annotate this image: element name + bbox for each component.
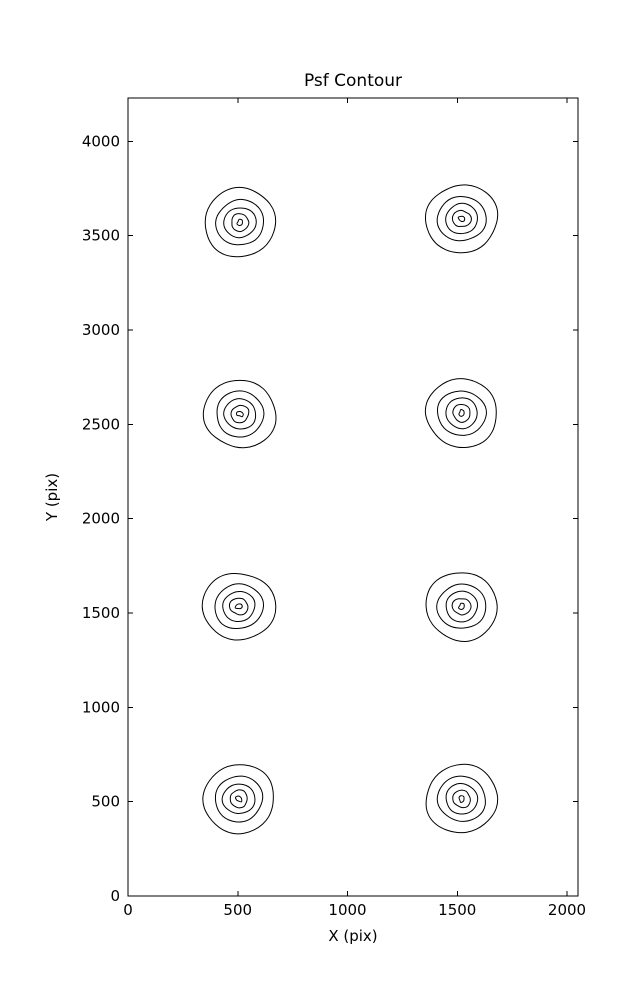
y-tick-label: 4000 (82, 132, 120, 150)
psf-contour-group (202, 764, 274, 835)
psf-contour-group (424, 184, 499, 254)
x-tick-label: 1000 (328, 901, 366, 919)
contour-level-4 (236, 218, 243, 227)
contour-level-1 (436, 775, 486, 822)
contour-level-3 (230, 404, 250, 424)
contour-level-1 (214, 775, 264, 823)
contour-level-4 (457, 602, 465, 610)
contour-level-1 (436, 583, 487, 629)
y-tick-label: 2000 (82, 510, 120, 528)
contour-level-3 (451, 598, 472, 616)
contour-level-2 (222, 590, 256, 623)
contour-level-2 (445, 397, 478, 430)
y-axis-tick-labels: 0 500 1000 1500 2000 2500 3000 3500 4000 (82, 132, 120, 905)
contour-level-1 (436, 390, 487, 436)
y-axis-ticks (128, 140, 578, 897)
x-tick-label: 500 (223, 901, 252, 919)
psf-contour-group (424, 378, 497, 449)
x-tick-label: 0 (123, 901, 133, 919)
contour-layer (201, 184, 499, 835)
contour-level-0 (204, 186, 277, 258)
y-tick-label: 0 (110, 887, 120, 905)
y-tick-label: 3500 (82, 227, 120, 245)
x-axis-tick-labels: 0 500 1000 1500 2000 (123, 901, 586, 919)
contour-level-1 (215, 198, 265, 246)
x-tick-label: 1500 (438, 901, 476, 919)
plot-title: Psf Contour (304, 71, 402, 91)
y-axis-label: Y (pix) (43, 473, 61, 522)
contour-level-0 (424, 378, 497, 449)
psf-contour-group (201, 573, 277, 641)
psf-contour-group (204, 186, 277, 258)
contour-level-0 (425, 763, 499, 834)
contour-level-2 (223, 207, 257, 239)
contour-level-2 (445, 782, 479, 815)
contour-level-4 (234, 603, 243, 610)
contour-level-4 (457, 215, 466, 222)
y-tick-label: 3000 (82, 321, 120, 339)
contour-level-3 (229, 789, 248, 809)
contour-level-0 (202, 764, 274, 835)
contour-level-3 (452, 404, 471, 423)
contour-level-0 (424, 184, 499, 254)
y-tick-label: 2500 (82, 415, 120, 433)
contour-level-2 (445, 590, 479, 623)
contour-level-4 (236, 411, 244, 418)
y-tick-label: 1000 (82, 698, 120, 716)
contour-level-0 (425, 572, 498, 643)
contour-level-4 (458, 795, 465, 803)
x-axis-label: X (pix) (328, 927, 377, 945)
contour-level-1 (214, 583, 265, 630)
contour-level-3 (231, 213, 250, 233)
contour-level-2 (445, 202, 478, 235)
x-axis-ticks (127, 98, 568, 896)
contour-level-0 (201, 573, 277, 641)
contour-level-1 (436, 196, 487, 242)
contour-level-3 (452, 789, 471, 809)
psf-contour-group (425, 572, 498, 643)
contour-level-4 (458, 408, 465, 417)
contour-level-2 (223, 398, 257, 430)
psf-contour-group (202, 379, 277, 449)
contour-level-0 (202, 379, 277, 449)
x-tick-label: 2000 (548, 901, 586, 919)
axes-frame (127, 97, 579, 897)
contour-level-3 (451, 209, 472, 227)
contour-level-1 (216, 390, 265, 438)
contour-level-4 (234, 795, 243, 803)
psf-contour-group (425, 763, 499, 834)
contour-level-3 (228, 597, 249, 616)
contour-level-2 (221, 783, 256, 814)
y-tick-label: 500 (91, 793, 120, 811)
y-tick-label: 1500 (82, 604, 120, 622)
